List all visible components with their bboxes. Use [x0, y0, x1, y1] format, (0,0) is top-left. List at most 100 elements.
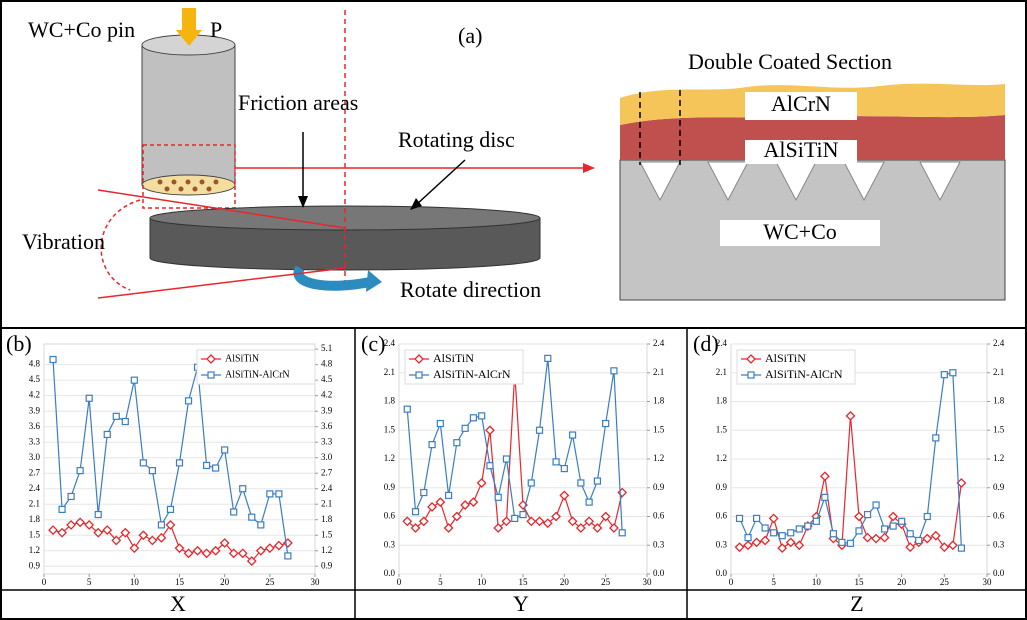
- marker: [221, 446, 229, 454]
- marker: [812, 517, 820, 525]
- label: WC+Co pin: [28, 17, 135, 42]
- y2-tick-label: 2.4: [653, 338, 665, 348]
- y2-tick-label: 3.0: [321, 452, 333, 462]
- y-tick-label: 0.9: [29, 560, 41, 570]
- marker: [166, 505, 175, 513]
- y2-tick-label: 1.8: [653, 396, 665, 406]
- marker: [184, 397, 193, 405]
- diagram: WC+Co pin P (a) Friction areas Rotating …: [22, 8, 1006, 302]
- label-box: [720, 220, 880, 246]
- marker: [617, 487, 628, 498]
- marker: [560, 464, 568, 473]
- marker: [219, 538, 230, 548]
- y2-tick-label: 5.1: [321, 343, 332, 353]
- marker: [930, 530, 941, 541]
- marker: [174, 543, 185, 554]
- marker: [403, 405, 411, 413]
- marker: [246, 556, 257, 566]
- y2-tick-label: 0.0: [993, 568, 1005, 578]
- marker: [49, 355, 57, 364]
- label: (a): [458, 23, 482, 48]
- marker: [75, 517, 86, 528]
- x-tick-label: 20: [897, 577, 907, 587]
- x-tick-label: 0: [42, 577, 47, 587]
- x-tick-label: 30: [311, 577, 321, 587]
- rotate-arrow-head: [366, 270, 382, 292]
- marker: [519, 510, 527, 519]
- marker: [957, 544, 966, 552]
- marker: [239, 485, 247, 493]
- marker: [585, 498, 593, 506]
- marker: [862, 532, 873, 543]
- y-tick-label: 1.5: [29, 529, 41, 539]
- marker: [228, 548, 239, 559]
- marker: [804, 522, 812, 530]
- y2-tick-label: 0.9: [321, 560, 333, 570]
- marker: [451, 511, 462, 522]
- label: Vibration: [22, 229, 105, 254]
- legend-box: [404, 349, 524, 385]
- marker: [854, 511, 864, 522]
- marker: [428, 441, 436, 449]
- y2-tick-label: 4.2: [321, 390, 332, 400]
- marker: [535, 426, 544, 434]
- marker: [461, 424, 469, 432]
- y-tick-label: 2.4: [384, 338, 396, 348]
- label: Rotate direction: [400, 277, 541, 302]
- x-tick-label: 30: [643, 577, 653, 587]
- legend-label: AlSiTiN-AlCrN: [433, 367, 511, 381]
- y-tick-label: 3.9: [29, 405, 41, 415]
- marker: [940, 371, 948, 379]
- x-tick-label: 10: [812, 577, 822, 587]
- marker: [415, 371, 423, 379]
- pin-body: [141, 44, 236, 186]
- marker: [445, 491, 453, 500]
- label-box: [745, 92, 857, 120]
- x-tick-label: 0: [729, 577, 734, 587]
- marker: [443, 523, 454, 533]
- marker: [502, 455, 511, 463]
- y2-tick-label: 1.5: [653, 424, 665, 434]
- label-box: [745, 140, 857, 164]
- arrow-head: [583, 163, 595, 173]
- marker: [846, 539, 855, 547]
- marker: [819, 471, 830, 482]
- x-tick-label: 5: [771, 577, 776, 587]
- marker: [949, 369, 957, 377]
- y2-tick-label: 0.3: [993, 539, 1005, 549]
- y-tick-label: 0.0: [716, 568, 728, 578]
- legend-box: [196, 349, 316, 385]
- x-tick-label: 30: [983, 577, 993, 587]
- marker: [476, 478, 487, 488]
- y-tick-label: 4.8: [29, 359, 41, 369]
- marker: [577, 479, 585, 487]
- x-tick-label: 20: [220, 577, 230, 587]
- marker: [129, 543, 140, 554]
- marker: [436, 419, 444, 428]
- y-tick-label: 0.3: [384, 539, 396, 549]
- marker: [872, 501, 880, 509]
- vib-arc: [100, 199, 141, 291]
- marker: [889, 522, 897, 530]
- marker: [743, 540, 753, 551]
- marker: [855, 527, 863, 535]
- marker: [906, 530, 914, 538]
- marker: [592, 523, 603, 533]
- marker: [66, 519, 77, 530]
- y-tick-label: 2.1: [384, 367, 395, 377]
- y2-tick-label: 2.1: [321, 498, 332, 508]
- y2-tick-label: 1.5: [993, 424, 1005, 434]
- y-tick-label: 4.5: [29, 374, 41, 384]
- marker: [947, 540, 958, 551]
- x-tick-label: 25: [601, 577, 611, 587]
- label: AlCrN: [771, 91, 831, 116]
- marker: [418, 516, 429, 527]
- marker: [751, 537, 762, 548]
- y-tick-label: 2.1: [29, 498, 40, 508]
- y-tick-label: 1.8: [29, 514, 41, 524]
- marker: [257, 521, 265, 529]
- y2-tick-label: 3.9: [321, 405, 333, 415]
- marker: [888, 511, 899, 522]
- y2-tick-label: 1.2: [321, 545, 332, 555]
